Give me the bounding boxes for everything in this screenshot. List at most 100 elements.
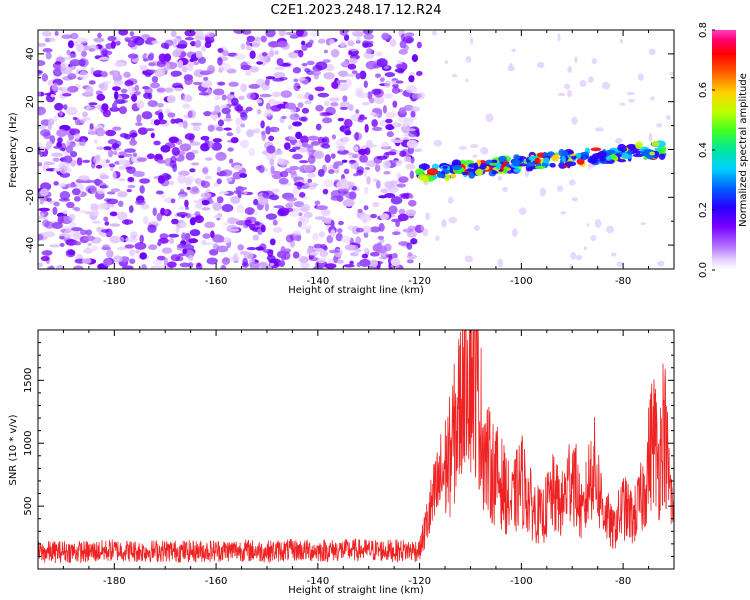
noise-blob <box>391 252 398 260</box>
noise-blob <box>289 34 299 39</box>
noise-blob <box>210 230 215 239</box>
noise-blob <box>69 59 82 67</box>
noise-blob <box>251 39 261 48</box>
noise-blob <box>338 83 349 92</box>
noise-blob <box>320 244 327 249</box>
noise-blob <box>314 200 321 206</box>
noise-blob <box>231 97 239 106</box>
noise-blob <box>207 124 215 132</box>
noise-blob <box>82 159 91 163</box>
noise-blob <box>122 265 134 269</box>
colorbar-gradient <box>712 30 736 270</box>
noise-blob <box>279 76 288 81</box>
noise-blob <box>278 260 286 268</box>
noise-blob <box>285 31 297 36</box>
sparse-noise-blob <box>605 225 615 234</box>
noise-blob <box>273 205 285 209</box>
noise-blob <box>317 92 330 98</box>
noise-blob <box>330 219 335 228</box>
signal-track-blob <box>461 171 469 175</box>
noise-blob <box>359 70 367 80</box>
noise-blob <box>321 138 328 143</box>
noise-blob <box>226 68 237 74</box>
sparse-noise-blob <box>444 59 449 65</box>
noise-blob <box>188 238 199 244</box>
noise-blob <box>328 38 335 45</box>
noise-blob <box>410 106 421 112</box>
noise-blob <box>213 88 225 96</box>
noise-blob <box>65 145 74 153</box>
spectrogram-heatmap <box>38 30 674 269</box>
signal-track-blob <box>475 168 483 176</box>
noise-blob <box>43 231 56 238</box>
noise-blob <box>221 50 230 57</box>
noise-blob <box>330 48 340 58</box>
noise-blob <box>212 215 221 219</box>
spectrogram-ytick-label: 40 <box>25 48 36 61</box>
noise-blob <box>130 95 136 101</box>
signal-track-blob <box>605 149 616 154</box>
noise-blob <box>79 229 88 236</box>
noise-blob <box>244 207 255 215</box>
noise-blob <box>343 168 350 175</box>
snr-xtick-label: -80 <box>615 576 631 587</box>
noise-blob <box>203 76 209 81</box>
spectrogram-xtick-label: -100 <box>510 276 533 287</box>
noise-blob <box>158 112 164 121</box>
noise-blob <box>317 169 325 177</box>
noise-blob <box>264 108 273 117</box>
noise-blob <box>217 57 223 66</box>
noise-blob <box>164 209 169 215</box>
noise-blob <box>277 209 286 217</box>
noise-blob <box>249 66 259 73</box>
noise-blob <box>58 198 71 202</box>
noise-blob <box>57 137 63 144</box>
noise-blob <box>382 105 388 114</box>
noise-blob <box>99 203 112 209</box>
noise-blob <box>283 142 291 150</box>
sparse-noise-blob <box>619 39 624 44</box>
noise-blob <box>114 99 126 105</box>
noise-blob <box>41 73 49 82</box>
noise-blob <box>157 159 166 164</box>
noise-blob <box>214 96 221 101</box>
noise-blob <box>65 183 77 188</box>
noise-blob <box>233 165 243 171</box>
noise-blob <box>269 262 275 267</box>
noise-blob <box>51 83 60 92</box>
noise-blob <box>112 86 121 91</box>
noise-blob <box>156 86 166 95</box>
noise-blob <box>227 147 234 152</box>
noise-blob <box>91 210 100 217</box>
noise-blob <box>185 232 191 242</box>
sparse-noise-blob <box>448 216 458 224</box>
noise-blob <box>204 221 216 229</box>
noise-blob <box>139 178 151 184</box>
noise-blob <box>192 81 203 86</box>
noise-blob <box>351 70 358 75</box>
noise-blob <box>132 152 138 157</box>
noise-blob <box>112 126 122 131</box>
noise-blob <box>307 145 314 153</box>
chart-title: C2E1.2023.248.17.12.R24 <box>270 3 441 18</box>
noise-blob <box>292 207 303 212</box>
noise-blob <box>170 254 181 262</box>
noise-blob <box>217 119 225 127</box>
noise-blob <box>229 158 234 164</box>
noise-blob <box>218 191 229 195</box>
noise-blob <box>109 235 121 244</box>
noise-blob <box>356 92 369 99</box>
noise-blob <box>235 220 247 226</box>
noise-blob <box>323 179 334 188</box>
sparse-noise-blob <box>567 65 573 73</box>
noise-blob <box>143 58 150 62</box>
noise-blob <box>287 125 293 130</box>
spectrogram-xtick-label: -180 <box>103 276 126 287</box>
noise-blob <box>127 40 136 48</box>
noise-blob <box>179 143 192 152</box>
spectrogram-xtick-label: -140 <box>306 276 329 287</box>
noise-blob <box>232 171 242 180</box>
noise-blob <box>38 70 44 74</box>
noise-blob <box>73 241 82 246</box>
noise-blob <box>201 199 210 206</box>
